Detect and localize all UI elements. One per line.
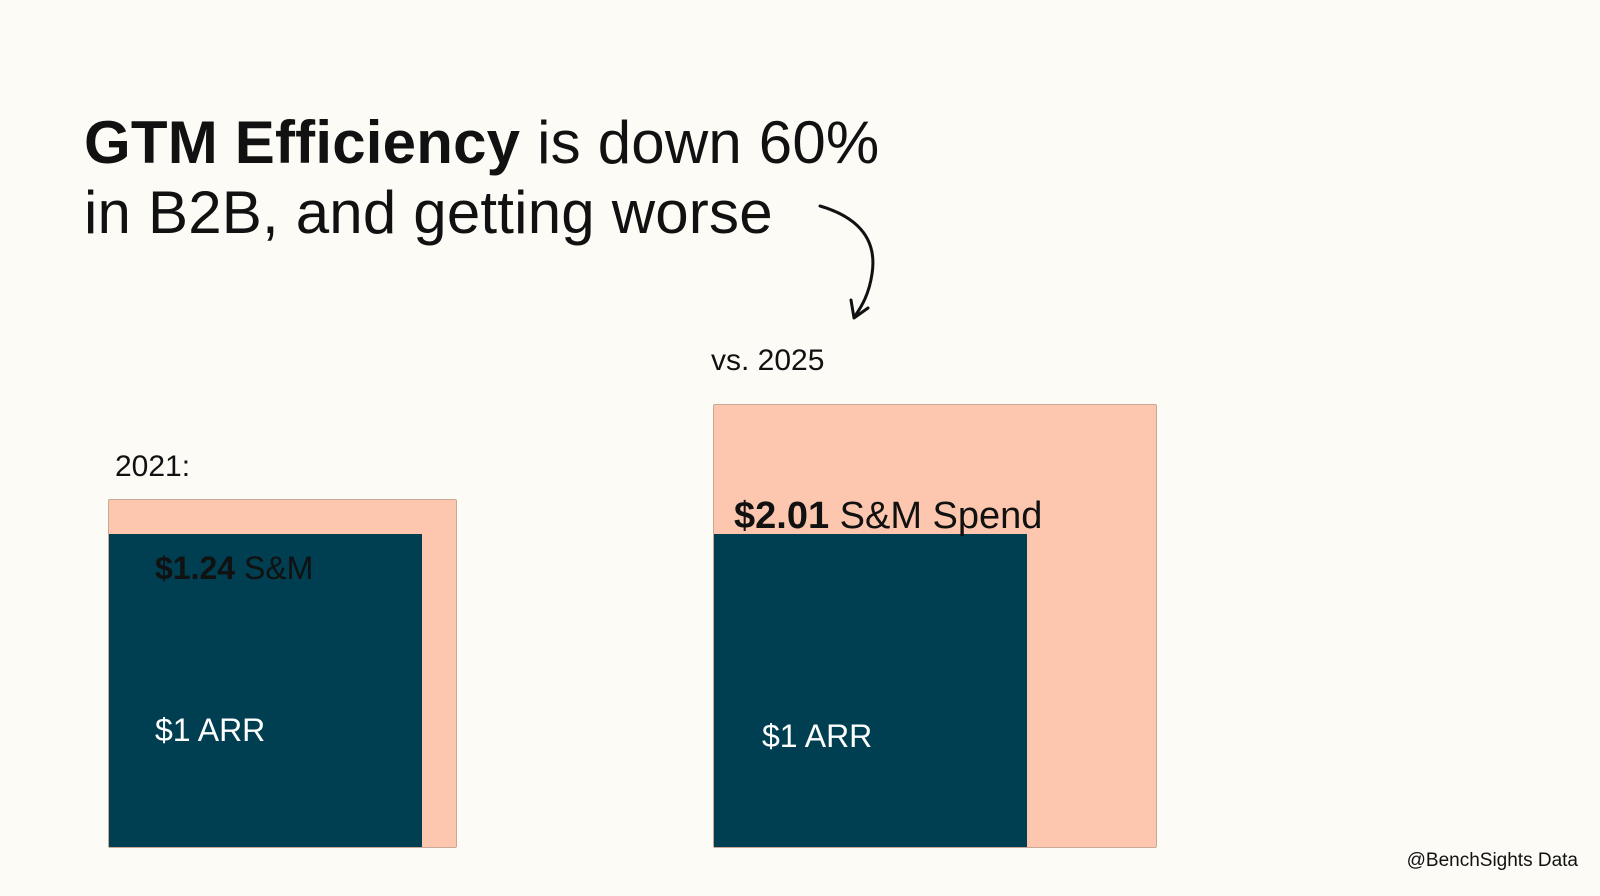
- year-label-2025: vs. 2025: [711, 344, 825, 377]
- spend-label-2025: $2.01 S&M Spend: [734, 494, 1042, 538]
- spend-amount-2021: $1.24: [155, 550, 236, 586]
- headline: GTM Efficiency is down 60% in B2B, and ge…: [84, 108, 879, 248]
- curved-arrow-icon: [818, 204, 875, 320]
- arr-square-2021: [109, 533, 422, 847]
- headline-line2: in B2B, and getting worse: [84, 179, 773, 246]
- spend-text-2025: S&M Spend: [839, 495, 1043, 537]
- spend-text-2021: S&M: [243, 550, 314, 586]
- headline-line1-rest: is down 60%: [520, 109, 880, 176]
- headline-bold: GTM Efficiency: [84, 109, 521, 176]
- arr-square-2025: [714, 533, 1027, 847]
- source-credit: @BenchSights Data: [1406, 850, 1578, 871]
- spend-label-2021: $1.24 S&M: [155, 548, 313, 588]
- spend-amount-2025: $2.01: [734, 495, 830, 537]
- spend-square-2025: [713, 404, 1157, 848]
- year-label-2021: 2021:: [115, 450, 191, 483]
- arr-label-2025: $1 ARR: [762, 718, 873, 754]
- spend-square-2021: [108, 499, 457, 848]
- arr-label-2021: $1 ARR: [155, 712, 266, 748]
